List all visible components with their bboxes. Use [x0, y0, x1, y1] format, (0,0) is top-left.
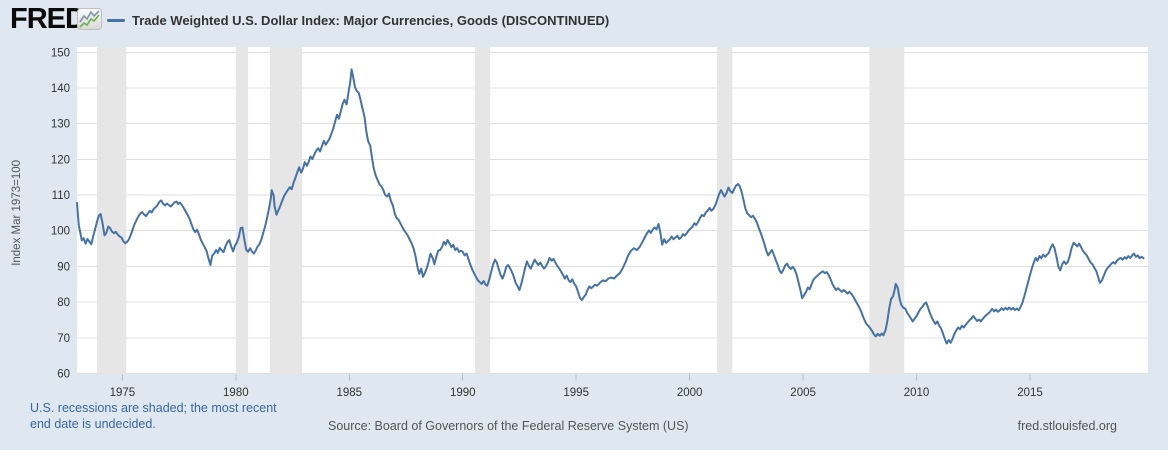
series-legend-label: Trade Weighted U.S. Dollar Index: Major … — [132, 12, 610, 28]
series-legend-dash-icon — [107, 18, 125, 22]
x-tick-label-1985: 1985 — [336, 387, 362, 399]
y-tick-label-100: 100 — [51, 226, 70, 238]
y-tick-label-110: 110 — [52, 190, 70, 202]
data-line — [76, 68, 1145, 345]
x-tick-label-2015: 2015 — [1017, 387, 1043, 399]
fred-site-link[interactable]: fred.stlouisfed.org — [1017, 419, 1117, 433]
recession-note-line1: U.S. recessions are shaded; the most rec… — [30, 401, 277, 415]
recession-note: U.S. recessions are shaded; the most rec… — [30, 401, 277, 432]
x-tick-label-1995: 1995 — [563, 387, 589, 399]
y-tick-label-70: 70 — [57, 333, 70, 345]
chart-legend: Trade Weighted U.S. Dollar Index: Major … — [107, 12, 609, 28]
recession-band — [717, 47, 733, 374]
source-note: Source: Board of Governors of the Federa… — [328, 419, 689, 433]
x-tick-label-2000: 2000 — [677, 387, 703, 399]
x-tick-label-1990: 1990 — [450, 387, 476, 399]
y-tick-label-90: 90 — [57, 261, 70, 273]
recession-band — [235, 47, 249, 374]
y-tick-label-60: 60 — [57, 369, 70, 381]
y-tick-label-120: 120 — [51, 154, 70, 166]
x-tick-label-2010: 2010 — [904, 387, 930, 399]
y-tick-label-130: 130 — [51, 119, 70, 131]
x-tick-label-1975: 1975 — [110, 387, 136, 399]
recession-band — [96, 47, 127, 374]
y-tick-label-150: 150 — [51, 47, 70, 59]
y-tick-label-140: 140 — [51, 83, 70, 95]
x-tick-label-1980: 1980 — [223, 387, 249, 399]
y-tick-label-80: 80 — [57, 297, 70, 309]
y-axis-title: Index Mar 1973=100 — [11, 160, 23, 266]
recession-note-line2: end date is undecided. — [30, 416, 156, 431]
x-tick-label-2005: 2005 — [790, 387, 816, 399]
recession-band — [474, 47, 491, 374]
fred-sparkline-icon — [77, 8, 102, 30]
